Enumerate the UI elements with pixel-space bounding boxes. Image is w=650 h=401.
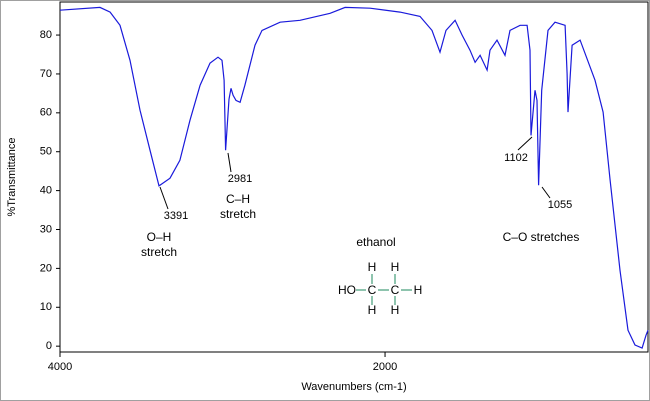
atom: H bbox=[391, 303, 400, 317]
annotation: O–H bbox=[147, 230, 172, 244]
y-tick-label: 30 bbox=[40, 223, 52, 235]
atom: H bbox=[414, 283, 423, 297]
atom: H bbox=[368, 260, 377, 274]
atom: HO bbox=[338, 283, 356, 297]
y-tick-label: 40 bbox=[40, 185, 52, 197]
annotation: C–O stretches bbox=[503, 230, 580, 244]
atom: H bbox=[368, 303, 377, 317]
peak-label: 2981 bbox=[228, 173, 252, 185]
atom: C bbox=[368, 283, 377, 297]
atom: H bbox=[391, 260, 400, 274]
molecule: HO C C H H H H H bbox=[338, 260, 422, 317]
leader-line bbox=[517, 136, 533, 151]
y-tick-label: 0 bbox=[46, 340, 52, 352]
atom: C bbox=[391, 283, 400, 297]
leader-line bbox=[541, 186, 551, 199]
annotation: stretch bbox=[220, 207, 256, 221]
y-tick-label: 80 bbox=[40, 29, 52, 41]
y-axis-label: %Transmittance bbox=[6, 137, 18, 216]
annotation: ethanol bbox=[356, 235, 395, 249]
y-tick-label: 70 bbox=[40, 68, 52, 80]
peak-label: 1055 bbox=[548, 199, 572, 211]
peak-label: 1102 bbox=[504, 152, 528, 164]
y-tick-label: 60 bbox=[40, 107, 52, 119]
annotation: C–H bbox=[226, 192, 250, 206]
leader-line bbox=[159, 186, 169, 210]
peak-label: 3391 bbox=[164, 210, 188, 222]
annotation: stretch bbox=[141, 245, 177, 259]
y-tick-label: 50 bbox=[40, 146, 52, 158]
y-tick-label: 10 bbox=[40, 301, 52, 313]
x-axis-label: Wavenumbers (cm-1) bbox=[301, 381, 406, 393]
plot-frame bbox=[59, 1, 649, 353]
y-tick-label: 20 bbox=[40, 262, 52, 274]
x-tick-label: 2000 bbox=[373, 361, 397, 373]
x-tick-label: 4000 bbox=[48, 361, 72, 373]
bonds bbox=[356, 274, 412, 305]
spectrum-line bbox=[59, 6, 649, 349]
leader-line bbox=[227, 152, 232, 173]
